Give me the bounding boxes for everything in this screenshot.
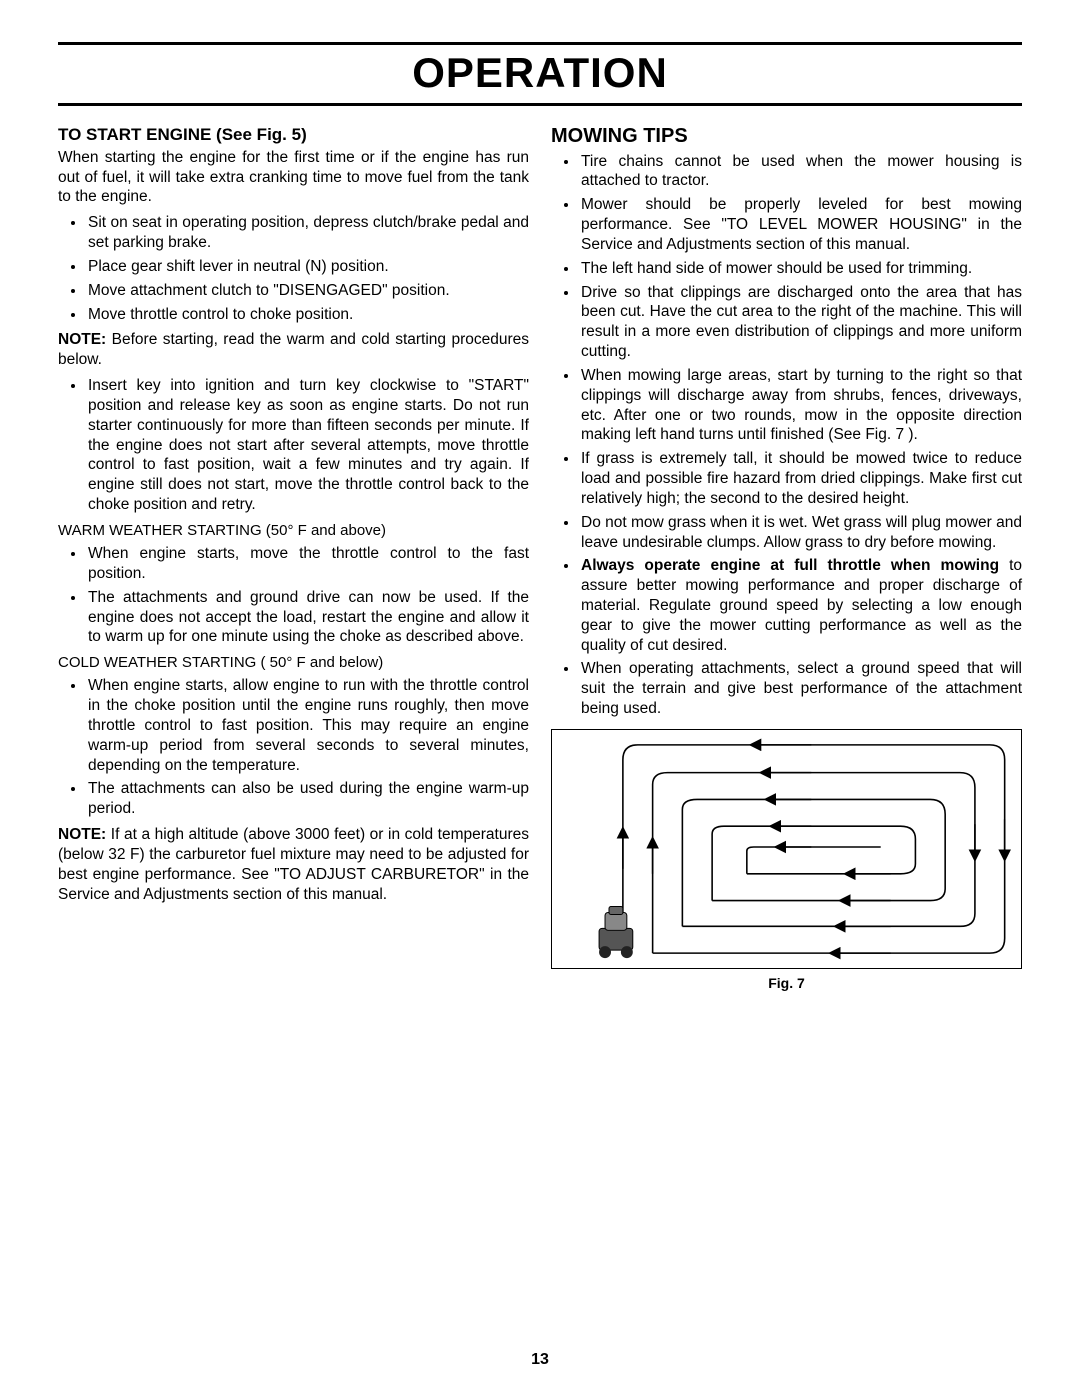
warm-bullets: When engine starts, move the throttle co… bbox=[58, 544, 529, 647]
start-bullets-1: Sit on seat in operating position, depre… bbox=[58, 213, 529, 324]
left-column: TO START ENGINE (See Fig. 5) When starti… bbox=[58, 124, 529, 993]
rule-bottom bbox=[58, 103, 1022, 106]
note-label: NOTE: bbox=[58, 331, 106, 348]
start-engine-heading: TO START ENGINE (See Fig. 5) bbox=[58, 124, 529, 146]
rule-top bbox=[58, 42, 1022, 45]
list-text: If grass is extremely tall, it should be… bbox=[581, 450, 1022, 507]
list-item: Tire chains cannot be used when the mowe… bbox=[579, 152, 1022, 192]
list-item: Place gear shift lever in neutral (N) po… bbox=[86, 257, 529, 277]
cold-bullets: When engine starts, allow engine to run … bbox=[58, 676, 529, 819]
warm-heading: WARM WEATHER STARTING (50° F and above) bbox=[58, 521, 529, 540]
note-text: If at a high altitude (above 3000 feet) … bbox=[58, 826, 529, 902]
list-item: The attachments can also be used during … bbox=[86, 779, 529, 819]
note-1: NOTE: Before starting, read the warm and… bbox=[58, 330, 529, 370]
list-item: Drive so that clippings are discharged o… bbox=[579, 283, 1022, 362]
list-item: Insert key into ignition and turn key cl… bbox=[86, 376, 529, 515]
figure-caption: Fig. 7 bbox=[551, 975, 1022, 993]
list-item: Do not mow grass when it is wet. Wet gra… bbox=[579, 513, 1022, 553]
note-2: NOTE: If at a high altitude (above 3000 … bbox=[58, 825, 529, 904]
list-item: The left hand side of mower should be us… bbox=[579, 259, 1022, 279]
bold-lead: Always operate engine at full throttle w… bbox=[581, 557, 999, 574]
page-title: OPERATION bbox=[58, 49, 1022, 97]
list-item: The attachments and ground drive can now… bbox=[86, 588, 529, 647]
list-text: When mowing large areas, start by turnin… bbox=[581, 367, 1022, 443]
list-item: If grass is extremely tall, it should be… bbox=[579, 449, 1022, 508]
list-item: When mowing large areas, start by turnin… bbox=[579, 366, 1022, 445]
list-item: Move attachment clutch to "DISENGAGED" p… bbox=[86, 281, 529, 301]
list-item: Sit on seat in operating position, depre… bbox=[86, 213, 529, 253]
cold-heading: COLD WEATHER STARTING ( 50° F and below) bbox=[58, 653, 529, 672]
note-label: NOTE: bbox=[58, 826, 106, 843]
note-text: Before starting, read the warm and cold … bbox=[58, 331, 529, 368]
list-text: Drive so that clippings are discharged o… bbox=[581, 284, 1022, 360]
start-intro: When starting the engine for the first t… bbox=[58, 148, 529, 207]
list-item: When engine starts, move the throttle co… bbox=[86, 544, 529, 584]
list-text: Mower should be properly leveled for bes… bbox=[581, 196, 1022, 253]
list-text: Do not mow grass when it is wet. Wet gra… bbox=[581, 514, 1022, 551]
list-item: Mower should be properly leveled for bes… bbox=[579, 195, 1022, 254]
list-text: When operating attachments, select a gro… bbox=[581, 660, 1022, 717]
list-item: When engine starts, allow engine to run … bbox=[86, 676, 529, 775]
content-columns: TO START ENGINE (See Fig. 5) When starti… bbox=[58, 124, 1022, 993]
tractor-icon bbox=[599, 906, 633, 958]
mowing-pattern-diagram bbox=[552, 730, 1021, 968]
mowing-tips-heading: MOWING TIPS bbox=[551, 124, 1022, 150]
list-text: The left hand side of mower should be us… bbox=[581, 260, 972, 277]
figure-7 bbox=[551, 729, 1022, 969]
start-bullets-2: Insert key into ignition and turn key cl… bbox=[58, 376, 529, 515]
list-item: When operating attachments, select a gro… bbox=[579, 659, 1022, 718]
list-text: Tire chains cannot be used when the mowe… bbox=[581, 153, 1022, 190]
right-column: MOWING TIPS Tire chains cannot be used w… bbox=[551, 124, 1022, 993]
list-item: Move throttle control to choke position. bbox=[86, 305, 529, 325]
page-number: 13 bbox=[0, 1351, 1080, 1369]
list-item: Always operate engine at full throttle w… bbox=[579, 556, 1022, 655]
mowing-bullets: Tire chains cannot be used when the mowe… bbox=[551, 152, 1022, 719]
